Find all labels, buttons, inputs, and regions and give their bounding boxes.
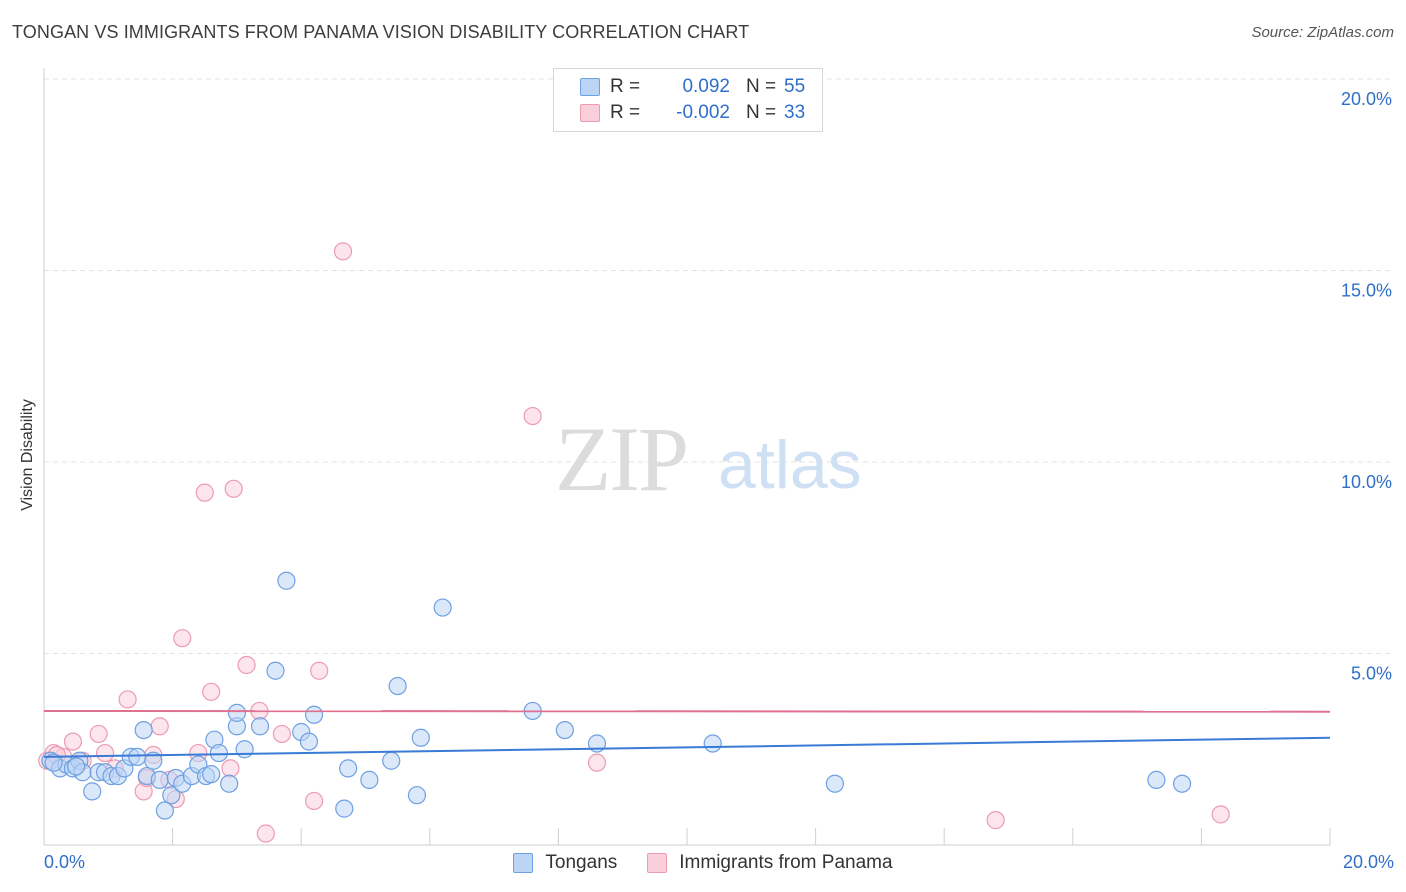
y-tick-labels: 5.0% 10.0% 15.0% 20.0% bbox=[1341, 89, 1392, 684]
legend-r-value: 0.092 bbox=[682, 76, 730, 97]
series-legend: Tongans Immigrants from Panama bbox=[0, 852, 1406, 874]
panama-trend-line bbox=[43, 709, 1331, 713]
tongan-point bbox=[83, 782, 102, 801]
tongan-point bbox=[335, 799, 354, 818]
watermark-zip: ZIP bbox=[555, 408, 687, 510]
tongan-point bbox=[202, 765, 221, 784]
tongan-point bbox=[220, 774, 239, 793]
tongan-point bbox=[382, 751, 401, 770]
tongan-point bbox=[388, 676, 407, 696]
legend-n-label: N = bbox=[746, 76, 777, 97]
tongan-point bbox=[266, 661, 285, 680]
y-tick-label: 10.0% bbox=[1341, 472, 1392, 492]
tongan-point bbox=[134, 720, 153, 740]
tongan-point bbox=[555, 720, 574, 740]
tongan-point bbox=[144, 751, 163, 770]
panama-point bbox=[256, 824, 275, 843]
tongan-point bbox=[209, 743, 228, 763]
legend-r-value: -0.002 bbox=[676, 102, 730, 123]
tongan-point bbox=[304, 705, 324, 724]
tongan-point bbox=[411, 728, 430, 747]
panama-point bbox=[202, 682, 221, 701]
tongan-point bbox=[299, 732, 319, 751]
panama-point bbox=[221, 759, 240, 778]
panama-point bbox=[173, 629, 192, 648]
legend-n-value: 55 bbox=[784, 76, 806, 97]
data-points bbox=[38, 242, 1230, 843]
tongan-point bbox=[150, 770, 169, 789]
panama-point bbox=[150, 717, 169, 736]
panama-point bbox=[587, 753, 607, 772]
panama-point bbox=[95, 743, 115, 763]
axes bbox=[43, 68, 1331, 846]
x-tick-label-min: 0.0% bbox=[44, 852, 86, 872]
tongan-point bbox=[433, 598, 452, 617]
panama-point bbox=[224, 479, 243, 498]
trend-lines bbox=[43, 709, 1331, 758]
tongan-point bbox=[155, 801, 174, 820]
series-swatch-panama bbox=[647, 853, 668, 873]
tongan-point bbox=[44, 753, 63, 772]
panama-point bbox=[310, 661, 329, 680]
tongan-point bbox=[162, 786, 181, 805]
tongan-point bbox=[277, 571, 296, 590]
panama-point bbox=[272, 724, 292, 744]
tongan-trend-line bbox=[43, 736, 1331, 758]
series-name-panama: Immigrants from Panama bbox=[679, 852, 893, 873]
tongan-point bbox=[250, 717, 270, 736]
panama-point bbox=[333, 242, 353, 261]
panama-point bbox=[986, 811, 1005, 830]
panama-point bbox=[1211, 805, 1230, 824]
tongan-point bbox=[1147, 770, 1166, 789]
series-legend-item-panama: Immigrants from Panama bbox=[647, 852, 893, 874]
legend-n-value: 33 bbox=[784, 102, 806, 123]
y-tick-label: 5.0% bbox=[1351, 664, 1392, 684]
grid-lines bbox=[44, 78, 1392, 654]
legend-r-label: R = bbox=[610, 102, 641, 123]
panama-point bbox=[63, 732, 83, 751]
panama-point bbox=[523, 406, 542, 426]
legend-row-tongans: R = 0.092 N = 55 bbox=[580, 75, 805, 99]
panama-point bbox=[89, 724, 108, 744]
series-name-tongans: Tongans bbox=[545, 852, 618, 873]
tongan-point bbox=[360, 770, 379, 789]
legend-swatch-tongans bbox=[580, 78, 600, 96]
series-legend-item-tongans: Tongans bbox=[513, 852, 617, 874]
y-tick-label: 15.0% bbox=[1341, 281, 1392, 301]
legend-row-panama: R = -0.002 N = 33 bbox=[580, 101, 805, 125]
stats-legend: R = 0.092 N = 55 R = -0.002 N = 33 bbox=[553, 68, 823, 132]
legend-swatch-panama bbox=[580, 104, 600, 122]
y-tick-label: 20.0% bbox=[1341, 89, 1392, 109]
legend-n-label: N = bbox=[746, 102, 777, 123]
tongan-point bbox=[407, 786, 427, 805]
x-tick-label-max: 20.0% bbox=[1342, 852, 1394, 872]
chart-source: Source: ZipAtlas.com bbox=[1251, 24, 1394, 41]
tongan-point bbox=[703, 734, 722, 753]
tongan-point bbox=[227, 703, 246, 722]
tongan-point bbox=[235, 740, 254, 759]
tongan-point bbox=[67, 757, 86, 776]
panama-point bbox=[118, 690, 137, 709]
chart-title: TONGAN VS IMMIGRANTS FROM PANAMA VISION … bbox=[12, 22, 750, 42]
watermark: ZIP atlas bbox=[555, 408, 862, 510]
tongan-point bbox=[128, 747, 147, 767]
tongan-point bbox=[825, 774, 844, 793]
panama-point bbox=[195, 483, 214, 502]
tongan-point bbox=[1173, 774, 1192, 793]
panama-point bbox=[237, 655, 256, 675]
panama-point bbox=[304, 791, 324, 811]
watermark-atlas: atlas bbox=[718, 427, 862, 503]
legend-r-label: R = bbox=[610, 76, 641, 97]
series-swatch-tongans bbox=[513, 853, 534, 873]
tongan-point bbox=[339, 759, 358, 778]
